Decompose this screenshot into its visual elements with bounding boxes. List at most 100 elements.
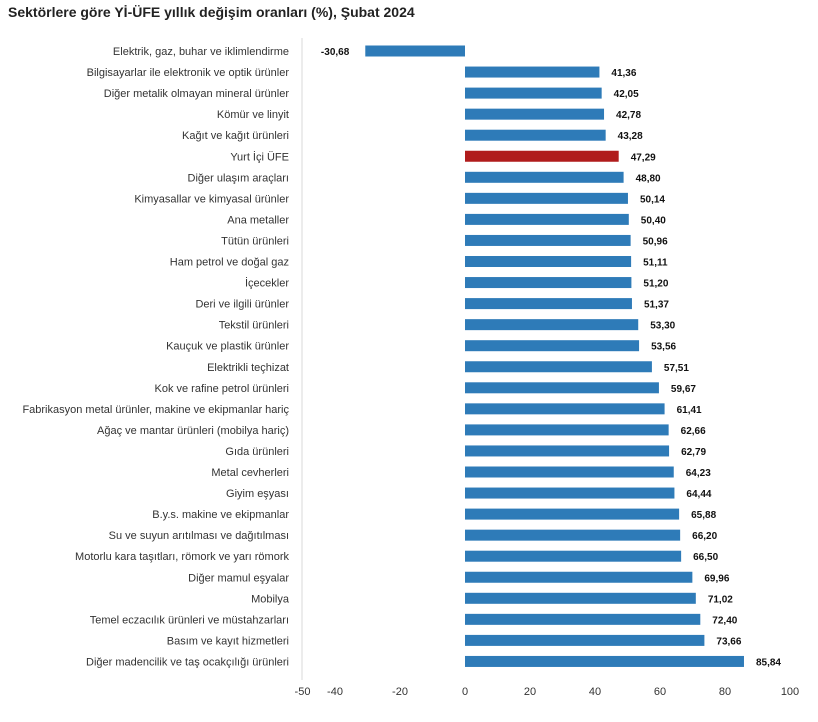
bar xyxy=(465,192,628,204)
category-label: Kağıt ve kağıt ürünleri xyxy=(182,130,289,142)
value-label: 64,44 xyxy=(686,489,711,500)
category-label: Tütün ürünleri xyxy=(221,235,289,247)
category-label: Temel eczacılık ürünleri ve müstahzarlar… xyxy=(90,614,289,626)
category-label: Gıda ürünleri xyxy=(225,446,289,458)
value-label: 72,40 xyxy=(712,615,737,626)
category-label: Kömür ve linyit xyxy=(217,109,289,121)
value-label: 50,40 xyxy=(641,215,666,226)
category-label: Tekstil ürünleri xyxy=(219,320,289,332)
bar xyxy=(465,613,701,625)
x-tick-label: 20 xyxy=(524,686,536,698)
category-label: Kok ve rafine petrol ürünleri xyxy=(154,383,289,395)
value-label: 48,80 xyxy=(636,173,661,184)
bar xyxy=(465,382,659,394)
category-label: Ana metaller xyxy=(227,214,289,226)
bar xyxy=(465,445,670,457)
category-label: B.y.s. makine ve ekipmanlar xyxy=(152,509,289,521)
value-label: 50,14 xyxy=(640,194,665,205)
value-label: -30,68 xyxy=(321,47,350,58)
bar xyxy=(465,361,652,373)
value-label: 62,79 xyxy=(681,447,706,458)
bar xyxy=(465,571,693,583)
value-label: 51,11 xyxy=(643,258,668,269)
category-label: Metal cevherleri xyxy=(211,467,289,479)
value-label: 41,36 xyxy=(611,68,636,79)
category-label: Mobilya xyxy=(251,593,290,605)
category-label: Yurt İçi ÜFE xyxy=(230,150,289,163)
x-tick-label: -20 xyxy=(392,686,408,698)
value-label: 47,29 xyxy=(631,152,656,163)
x-tick-label: 0 xyxy=(462,686,468,698)
category-label: Fabrikasyon metal ürünler, makine ve eki… xyxy=(22,404,289,416)
value-label: 71,02 xyxy=(708,594,733,605)
category-label: Ağaç ve mantar ürünleri (mobilya hariç) xyxy=(97,425,289,437)
bar xyxy=(365,45,465,57)
category-label: Bilgisayarlar ile elektronik ve optik ür… xyxy=(87,67,290,79)
category-label: Giyim eşyası xyxy=(226,488,289,500)
value-label: 64,23 xyxy=(686,468,711,479)
bar xyxy=(465,340,640,352)
category-label: Elektrik, gaz, buhar ve iklimlendirme xyxy=(113,46,289,58)
value-label: 73,66 xyxy=(716,636,741,647)
value-label: 66,50 xyxy=(693,552,718,563)
category-label: Deri ve ilgili ürünler xyxy=(195,299,289,311)
value-label: 42,05 xyxy=(614,89,639,100)
value-label: 53,30 xyxy=(650,321,675,332)
bar xyxy=(465,403,665,415)
bar xyxy=(465,298,632,310)
bar xyxy=(465,66,600,78)
bar xyxy=(465,234,631,246)
x-tick-label: 40 xyxy=(589,686,601,698)
category-label: Diğer ulaşım araçları xyxy=(188,172,289,184)
category-label: Kauçuk ve plastik ürünler xyxy=(166,341,289,353)
value-label: 57,51 xyxy=(664,363,689,374)
bar xyxy=(465,213,629,225)
bar xyxy=(465,171,624,183)
x-tick-label: 60 xyxy=(654,686,666,698)
category-label: Su ve suyun arıtılması ve dağıtılması xyxy=(109,530,289,542)
bar xyxy=(465,424,669,436)
bar xyxy=(465,592,696,604)
value-label: 61,41 xyxy=(677,405,702,416)
bar xyxy=(465,634,705,646)
value-label: 59,67 xyxy=(671,384,696,395)
x-tick-label: 100 xyxy=(781,686,799,698)
value-label: 50,96 xyxy=(643,236,668,247)
value-label: 51,37 xyxy=(644,300,669,311)
bar xyxy=(465,277,632,289)
x-tick-label: 80 xyxy=(719,686,731,698)
value-label: 62,66 xyxy=(681,426,706,437)
bar xyxy=(465,529,681,541)
bar xyxy=(465,508,680,520)
bar xyxy=(465,550,682,562)
category-label: Elektrikli teçhizat xyxy=(207,362,289,374)
category-label: Ham petrol ve doğal gaz xyxy=(170,257,289,269)
bar xyxy=(465,150,619,162)
bar xyxy=(465,487,675,499)
bar xyxy=(465,108,605,120)
bar xyxy=(465,129,606,141)
value-label: 66,20 xyxy=(692,531,717,542)
category-label: Diğer mamul eşyalar xyxy=(188,572,289,584)
value-label: 53,56 xyxy=(651,342,676,353)
value-label: 69,96 xyxy=(704,573,729,584)
value-label: 51,20 xyxy=(643,279,668,290)
value-label: 42,78 xyxy=(616,110,641,121)
chart-title: Sektörlere göre Yİ-ÜFE yıllık değişim or… xyxy=(8,4,415,20)
value-label: 85,84 xyxy=(756,657,781,668)
value-label: 43,28 xyxy=(618,131,643,142)
bar xyxy=(465,87,602,99)
x-tick-label: -40 xyxy=(327,686,343,698)
category-label: Kimyasallar ve kimyasal ürünler xyxy=(134,193,289,205)
category-label: Diğer metalik olmayan mineral ürünler xyxy=(104,88,290,100)
x-tick-label: -50 xyxy=(295,686,311,698)
bar xyxy=(465,256,632,267)
bar xyxy=(465,655,744,667)
category-label: Basım ve kayıt hizmetleri xyxy=(167,635,289,647)
category-label: Diğer madencilik ve taş ocakçılığı ürünl… xyxy=(86,656,289,668)
category-label: İçecekler xyxy=(245,277,289,290)
bar xyxy=(465,466,674,478)
bar xyxy=(465,319,639,331)
category-label: Motorlu kara taşıtları, römork ve yarı r… xyxy=(75,551,289,563)
